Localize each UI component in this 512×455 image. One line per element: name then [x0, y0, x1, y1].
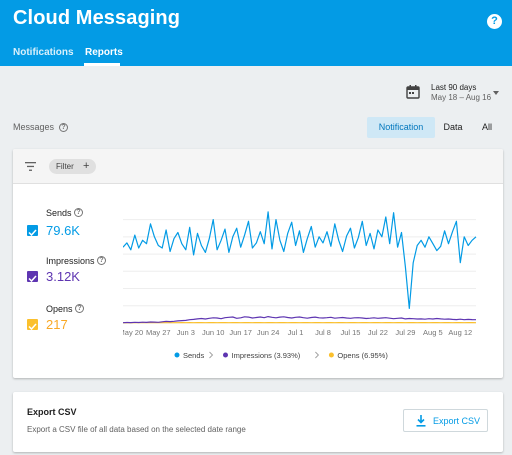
info-icon[interactable]: ? [59, 123, 68, 132]
date-range-title: Last 90 days [431, 83, 477, 92]
legend-label: Opens (6.95%) [337, 351, 388, 360]
download-icon [416, 415, 426, 427]
check-icon [28, 275, 37, 283]
tab-reports[interactable]: Reports [85, 47, 123, 58]
plus-icon: + [83, 160, 90, 172]
filter-chip[interactable]: Filter + [49, 159, 96, 174]
check-icon [28, 229, 37, 237]
segment-notification[interactable]: Notification [367, 117, 435, 138]
legend-label: Impressions (3.93%) [232, 351, 301, 360]
sends-checkbox[interactable] [27, 225, 38, 237]
legend-marker [328, 352, 334, 358]
x-tick-label: Jun 17 [229, 328, 252, 337]
metric-label-impressions: Impressions [46, 256, 95, 266]
info-icon[interactable]: ? [97, 256, 106, 265]
legend-marker [223, 352, 228, 358]
opens-checkbox[interactable] [27, 319, 38, 331]
filter-label: Filter [56, 162, 74, 171]
x-tick-label: May 27 [146, 328, 171, 337]
export-description: Export a CSV file of all data based on t… [27, 425, 246, 434]
x-tick-label: Jul 29 [395, 328, 415, 337]
x-tick-label: Jul 22 [368, 328, 388, 337]
series-line-sends [123, 211, 477, 309]
segment-all[interactable]: All [481, 122, 492, 132]
x-tick-label: Jun 3 [177, 328, 195, 337]
legend-label: Sends [183, 351, 205, 360]
export-title: Export CSV [27, 407, 77, 417]
series-line-impressions [123, 316, 477, 324]
tab-notifications[interactable]: Notifications [13, 47, 74, 58]
filter-list-icon[interactable] [25, 162, 36, 171]
date-range-selector[interactable]: Last 90 days May 18 – Aug 16 [406, 82, 506, 104]
info-icon[interactable]: ? [74, 208, 83, 217]
metric-value-sends: 79.6K [46, 223, 80, 238]
export-csv-label: Export CSV [433, 416, 481, 426]
x-tick-label: Jun 24 [257, 328, 280, 337]
messages-label: Messages [13, 122, 55, 132]
calendar-icon [406, 85, 420, 99]
x-tick-label: Jul 8 [315, 328, 331, 337]
metric-label-opens: Opens [46, 304, 73, 314]
check-icon [28, 323, 37, 331]
legend-marker [174, 352, 180, 358]
x-tick-label: Aug 12 [448, 328, 472, 337]
x-tick-label: Jun 10 [202, 328, 225, 337]
metric-value-opens: 217 [46, 317, 68, 332]
app-title: Cloud Messaging [13, 7, 181, 29]
help-icon[interactable]: ? [487, 14, 502, 29]
legend-arrow-icon [209, 351, 214, 359]
date-range-dates: May 18 – Aug 16 [431, 93, 492, 102]
filter-bar: Filter + [13, 149, 503, 184]
segment-data[interactable]: Data [443, 122, 463, 132]
x-tick-label: Jul 15 [340, 328, 360, 337]
metric-label-sends: Sends [46, 208, 72, 218]
metric-value-impressions: 3.12K [46, 269, 80, 284]
legend-arrow-icon [315, 351, 320, 359]
caret-down-icon [493, 91, 499, 95]
active-tab-indicator [84, 63, 120, 66]
export-card: Export CSV Export a CSV file of all data… [13, 392, 503, 452]
chart-card: Filter + Sends ? 79.6K Impressions ? 3.1… [13, 149, 503, 378]
x-tick-label: Jul 1 [288, 328, 304, 337]
x-tick-label: Aug 5 [423, 328, 443, 337]
app-header: Cloud Messaging ? Notifications Reports [0, 0, 512, 66]
x-tick-label: May 20 [123, 328, 143, 337]
impressions-checkbox[interactable] [27, 271, 38, 283]
info-icon[interactable]: ? [75, 304, 84, 313]
export-csv-button[interactable]: Export CSV [403, 409, 488, 432]
